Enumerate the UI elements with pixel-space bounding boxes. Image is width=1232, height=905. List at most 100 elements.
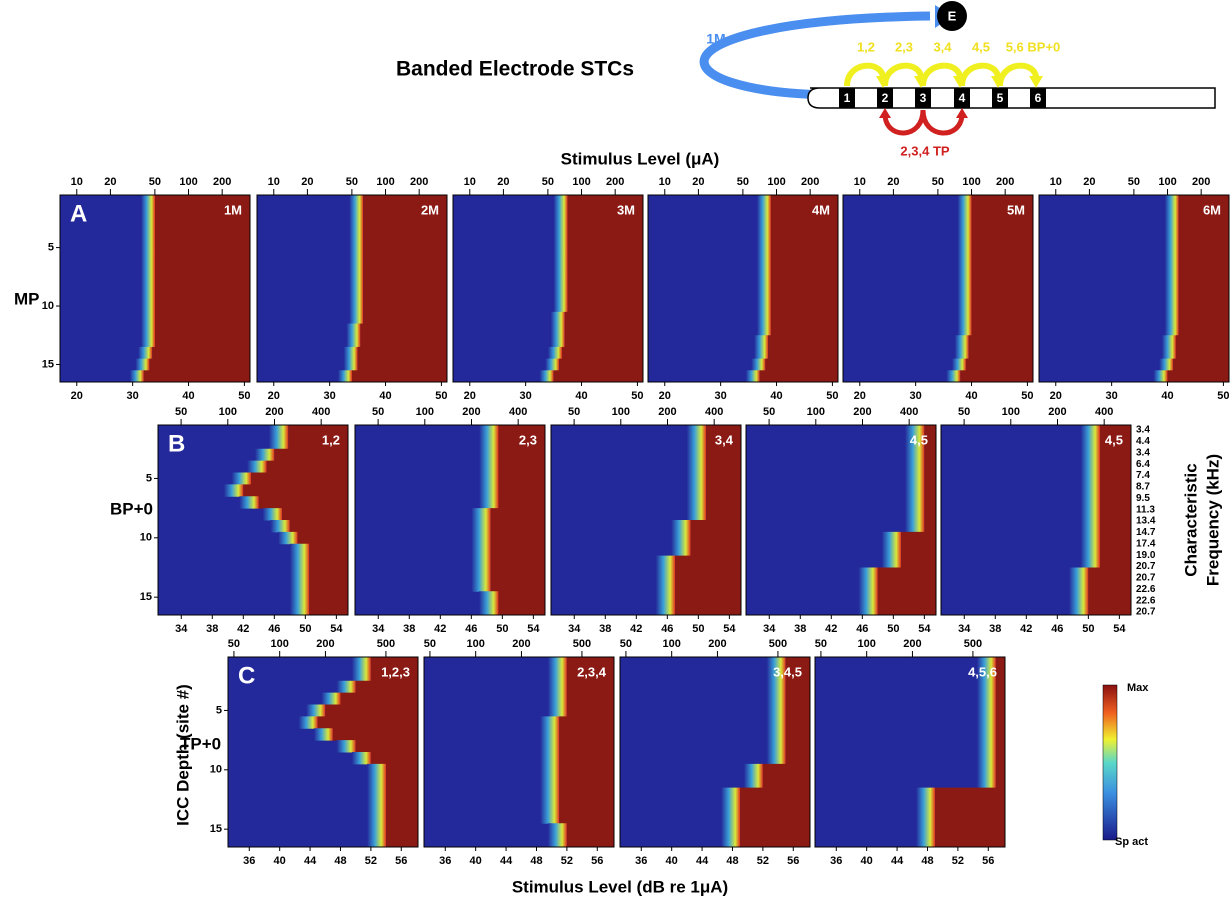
response-region	[965, 358, 1033, 371]
x-tick-label: 50	[1217, 390, 1229, 402]
top-tick-label: 100	[1002, 406, 1020, 418]
top-tick-label: 200	[1192, 176, 1210, 188]
transition-band	[349, 265, 364, 278]
response-region	[498, 448, 545, 462]
response-region	[1099, 520, 1131, 533]
electrode-label: E	[948, 8, 957, 23]
response-region	[995, 668, 1005, 682]
contact-label: 1	[844, 91, 851, 105]
response-region	[355, 680, 418, 694]
cf-label: 20.7	[1136, 573, 1156, 584]
response-region	[567, 195, 643, 208]
transition-band	[686, 448, 707, 462]
transition-band	[766, 680, 786, 694]
bp-label: 5,6 BP+0	[1006, 39, 1061, 54]
response-region	[877, 567, 936, 580]
response-region	[690, 543, 741, 557]
y-tick-label: 15	[210, 823, 222, 835]
top-tick-label: 500	[573, 638, 591, 650]
heatmap	[60, 195, 250, 382]
response-region	[770, 206, 838, 219]
transition-band	[957, 241, 972, 254]
top-tick-label: 20	[1083, 176, 1095, 188]
top-tick-label: 20	[104, 176, 116, 188]
response-region	[363, 300, 447, 313]
transition-band	[141, 300, 155, 313]
contact	[954, 88, 970, 108]
transition-band	[671, 543, 691, 557]
response-region	[1178, 300, 1229, 313]
x-tick-label: 52	[757, 855, 769, 867]
transition-band	[756, 230, 771, 243]
x-tick-label: 50	[887, 623, 899, 635]
heatmap	[620, 657, 810, 847]
response-region	[155, 230, 250, 243]
transition-band	[916, 835, 936, 847]
transition-band	[1080, 543, 1100, 557]
transition-band	[550, 311, 565, 325]
transition-band	[904, 520, 925, 533]
heatmap-panel	[157, 424, 349, 616]
top-tick-label: 100	[416, 406, 434, 418]
response-region	[155, 253, 250, 266]
x-tick-label: 50	[238, 390, 250, 402]
transition-band	[349, 195, 364, 208]
cf-label: 9.5	[1136, 493, 1150, 504]
transition-band	[1068, 603, 1089, 615]
response-region	[1178, 218, 1229, 231]
response-region	[690, 520, 741, 533]
response-region	[567, 265, 643, 278]
transition-band	[550, 335, 565, 348]
response-region	[971, 288, 1033, 301]
response-region	[770, 323, 838, 336]
response-region	[498, 591, 545, 604]
response-region	[363, 206, 447, 219]
transition-band	[343, 346, 358, 360]
transition-band	[1159, 358, 1174, 371]
transition-band	[141, 276, 155, 289]
response-region	[770, 241, 838, 254]
transition-band	[349, 311, 364, 325]
response-region	[498, 425, 545, 438]
x-tick-label: 52	[561, 855, 573, 867]
transition-band	[671, 520, 691, 533]
response-region	[1088, 591, 1131, 604]
response-region	[498, 484, 545, 497]
transition-band	[957, 206, 972, 219]
heatmap	[815, 657, 1005, 847]
transition-band	[766, 704, 786, 717]
transition-band	[1080, 425, 1100, 438]
top-tick-label: 10	[854, 176, 866, 188]
transition-band	[553, 218, 568, 231]
response-region	[971, 230, 1033, 243]
response-region	[675, 555, 741, 568]
x-tick-label: 50	[692, 623, 704, 635]
x-tick-label: 34	[372, 623, 385, 635]
response-region	[355, 740, 418, 753]
x-tick-label: 34	[763, 623, 776, 635]
transition-band	[298, 716, 318, 729]
response-region	[785, 752, 810, 765]
top-tick-label: 500	[769, 638, 787, 650]
colorbar-max: Max	[1127, 682, 1149, 694]
transition-band	[881, 555, 902, 568]
transition-band	[686, 436, 707, 450]
response-region	[706, 425, 741, 438]
transition-band	[756, 218, 771, 231]
panel-frame	[745, 424, 937, 616]
top-tick-label: 200	[213, 176, 231, 188]
response-region	[690, 531, 741, 545]
response-region	[490, 543, 545, 557]
response-region	[386, 763, 418, 777]
response-region	[785, 704, 810, 717]
response-region	[706, 436, 741, 450]
response-region	[567, 230, 643, 243]
transition-band	[858, 579, 878, 592]
heatmap	[424, 657, 614, 847]
x-tick-label: 44	[891, 855, 904, 867]
x-tick-label: 52	[365, 855, 377, 867]
response-region	[370, 668, 418, 682]
transition-band	[766, 657, 786, 670]
transition-band	[686, 484, 707, 497]
cf-label: 20.7	[1136, 561, 1156, 572]
